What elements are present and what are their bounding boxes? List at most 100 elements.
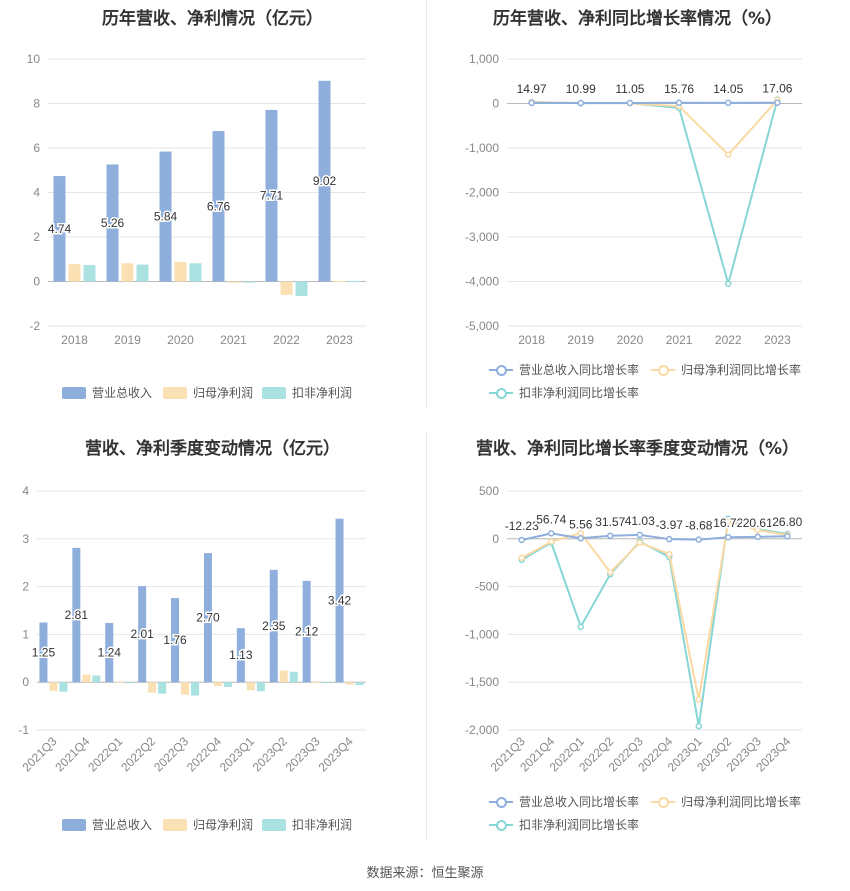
data-label: 5.26 [101, 216, 125, 230]
bar [92, 675, 101, 683]
data-point [774, 99, 781, 106]
y-tick-label: -1,000 [465, 141, 499, 155]
x-tick-label: 2023 [326, 333, 353, 347]
data-point [754, 533, 761, 541]
legend-item-deducted-profit-growth[interactable]: 扣非净利润同比增长率 [489, 816, 639, 833]
legend-label: 营业总收入同比增长率 [519, 363, 640, 377]
bar [158, 682, 167, 694]
legend-item-net-profit-growth[interactable]: 归母净利润同比增长率 [651, 361, 801, 378]
bar [115, 681, 124, 683]
x-tick-label: 2022 [273, 333, 300, 347]
y-tick-label: -5,000 [465, 319, 499, 333]
legend-swatch [163, 818, 187, 831]
bar [189, 263, 202, 282]
bar [136, 264, 149, 282]
data-label: 2.70 [196, 611, 220, 625]
bar [227, 281, 240, 283]
legend-item-revenue-growth[interactable]: 营业总收入同比增长率 [489, 361, 639, 378]
y-tick-label: 10 [27, 52, 41, 66]
bar [322, 682, 331, 684]
series-line [531, 99, 779, 288]
panel-divider [426, 0, 427, 408]
data-label: 1.13 [229, 648, 253, 662]
data-point [754, 526, 761, 534]
x-tick-label: 2018 [61, 333, 88, 347]
y-tick-label: 0 [492, 97, 499, 111]
data-point [577, 99, 584, 107]
legend-label: 归母净利润 [193, 386, 254, 400]
bar [181, 682, 190, 695]
data-point [695, 536, 702, 543]
bar [121, 263, 134, 282]
bar [138, 586, 147, 683]
data-point [725, 280, 732, 287]
data-source-note: 数据来源：恒生聚源 [366, 865, 484, 880]
y-tick-label: 8 [33, 97, 40, 111]
x-tick-label: 2023Q4 [316, 734, 356, 774]
bar [269, 569, 278, 683]
data-label: 4.74 [48, 222, 72, 236]
y-tick-label: 0 [22, 675, 29, 689]
legend-item-deducted-profit-growth[interactable]: 扣非净利润同比增长率 [489, 384, 639, 401]
bar [318, 80, 331, 282]
data-label: 5.56 [569, 517, 593, 531]
bar [312, 681, 321, 683]
annual-growth-rate-panel: 历年营收、净利同比增长率情况（%） 1,000 0 -1,000 -2,000 -3,0… [425, 0, 850, 430]
data-label: 26.80 [772, 515, 802, 529]
data-label: 2.12 [295, 625, 319, 639]
legend-swatch [262, 818, 286, 831]
bar [72, 547, 81, 683]
data-label: 7.71 [260, 189, 284, 203]
legend-label: 扣非净利润同比增长率 [519, 818, 640, 832]
legend-swatch [489, 387, 513, 399]
legend-item-net-profit[interactable]: 归母净利润 [163, 384, 253, 401]
bar [191, 682, 200, 696]
y-tick-label: -1,000 [465, 627, 499, 641]
data-label: 17.06 [762, 82, 792, 96]
legend-swatch [163, 386, 187, 399]
data-point [666, 550, 673, 558]
panel-divider [426, 432, 427, 840]
bar [335, 518, 344, 683]
legend-label: 营业总收入 [92, 386, 153, 400]
bar [68, 264, 81, 282]
y-tick-label: -500 [475, 580, 499, 594]
bar [302, 580, 311, 683]
legend-label: 归母净利润 [193, 818, 254, 832]
data-label: 1.25 [32, 645, 56, 659]
y-tick-label: 6 [33, 141, 40, 155]
legend-swatch [489, 364, 513, 376]
data-label: 14.97 [517, 82, 547, 96]
bar [246, 682, 255, 691]
x-tick-label: 2018 [518, 333, 545, 347]
y-tick-label: -3,000 [465, 230, 499, 244]
x-tick-label: 2022Q4 [184, 734, 224, 774]
legend-item-revenue-growth[interactable]: 营业总收入同比增长率 [489, 793, 639, 810]
series-line [521, 532, 788, 541]
legend-item-deducted-profit[interactable]: 扣非净利润 [262, 816, 352, 833]
y-tick-label: -4,000 [465, 275, 499, 289]
data-label: -8.68 [685, 519, 713, 533]
data-label: -12.23 [505, 519, 539, 533]
legend-swatch [651, 364, 675, 376]
data-label: -3.97 [656, 518, 684, 532]
data-label: 10.99 [566, 82, 596, 96]
data-point [636, 531, 643, 539]
data-label: 11.05 [615, 82, 644, 96]
legend-item-revenue[interactable]: 营业总收入 [62, 384, 152, 401]
data-point [548, 538, 555, 545]
legend-item-deducted-profit[interactable]: 扣非净利润 [262, 384, 352, 401]
data-point [695, 696, 702, 703]
legend-label: 归母净利润同比增长率 [681, 795, 802, 809]
legend-item-revenue[interactable]: 营业总收入 [62, 816, 152, 833]
bar [174, 261, 187, 282]
data-label: 6.76 [207, 199, 231, 213]
data-point [675, 99, 683, 107]
data-label: 16.72 [713, 516, 743, 530]
x-tick-label: 2020 [617, 333, 644, 347]
legend-item-net-profit-growth[interactable]: 归母净利润同比增长率 [651, 793, 801, 810]
y-tick-label: 1,000 [469, 52, 499, 66]
legend-label: 扣非净利润同比增长率 [519, 386, 640, 400]
bar [348, 281, 361, 283]
legend-item-net-profit[interactable]: 归母净利润 [163, 816, 253, 833]
